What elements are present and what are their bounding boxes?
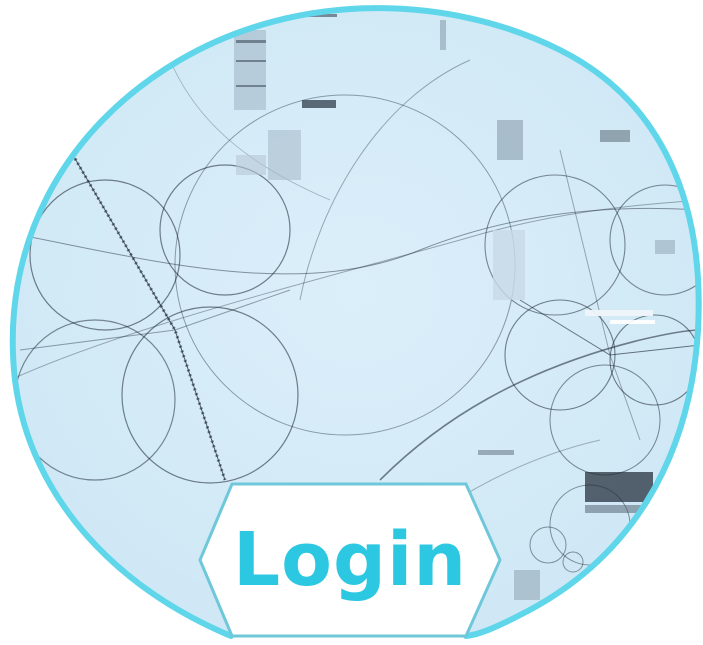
login-plate[interactable] — [198, 482, 502, 638]
bubble-ring — [9, 5, 702, 639]
glitch-marks — [234, 14, 675, 600]
